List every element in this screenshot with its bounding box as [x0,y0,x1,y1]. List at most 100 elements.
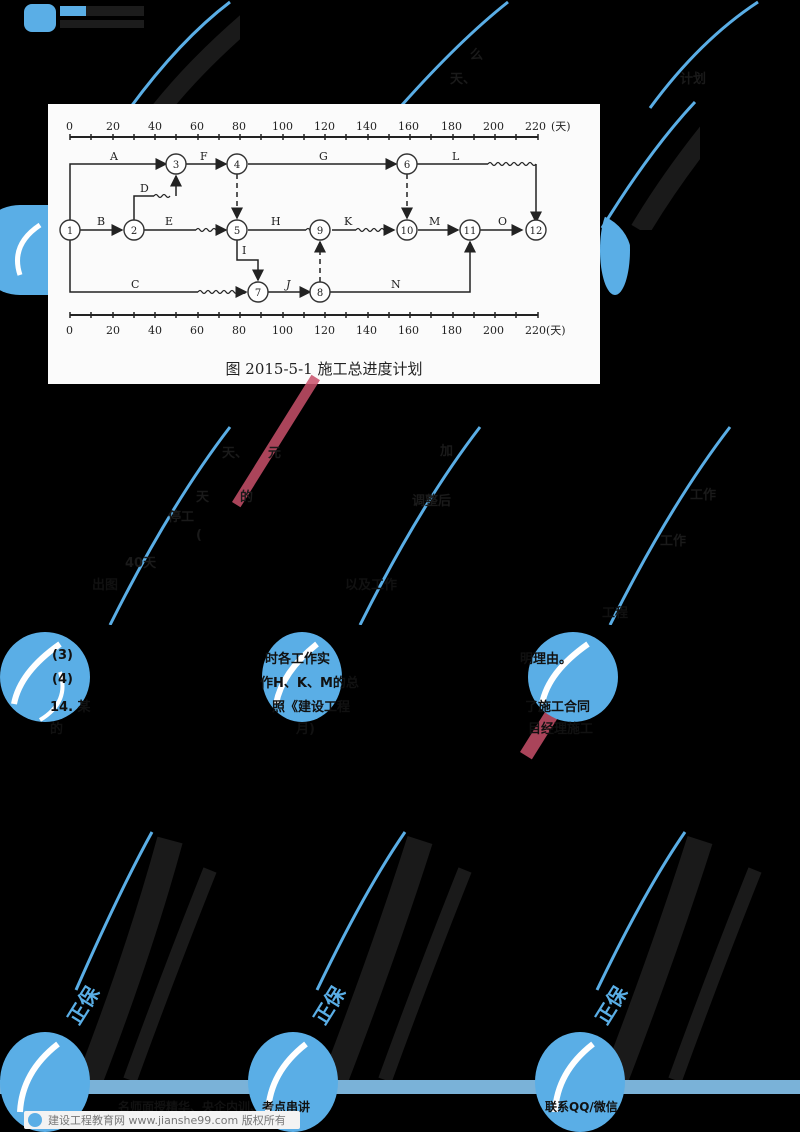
watermark-logo-icon [262,632,342,722]
svg-text:G: G [319,150,328,163]
question-3-end: 明理由。 [520,652,573,667]
svg-text:O: O [498,215,507,228]
svg-text:3: 3 [173,160,179,171]
watermark-arc-icon [128,0,240,110]
footer-brand: 建设工程教育网 www.jianshe99.com 版权所有 [24,1111,300,1129]
svg-text:40: 40 [148,120,162,133]
svg-text:80: 80 [232,120,246,133]
svg-text:200: 200 [483,120,504,133]
question-3-text: 时各工作实 [265,652,331,667]
svg-text:6: 6 [404,160,410,171]
text-fragment: 工作 [690,488,717,503]
svg-text:40: 40 [148,324,162,337]
watermark-arc-icon [74,831,217,1085]
text-fragment: 以及工作 [345,578,398,593]
watermark-logo-icon [600,205,630,295]
svg-text:120: 120 [314,120,335,133]
svg-text:10: 10 [401,226,414,237]
svg-text:140: 140 [356,324,377,337]
text-fragment: 出图 [92,578,119,593]
svg-text:20: 20 [106,120,120,133]
svg-text:120: 120 [314,324,335,337]
text-fragment: 40天 [125,556,157,571]
svg-text:B: B [97,215,105,228]
svg-text:8: 8 [317,288,323,299]
brand-name-accent [60,6,86,16]
svg-text:H: H [271,215,281,228]
svg-text:220(天): 220(天) [525,324,566,337]
brand-logo-icon [28,1113,42,1127]
question-14-line2-end: 目经理施工 [528,722,594,737]
text-fragment: 加 [440,444,454,459]
question-14-end: 了施工合同 [525,700,591,715]
question-14-line2-mid: 月) [296,722,315,737]
watermark-arc-icon [595,831,762,1085]
svg-text:9: 9 [317,226,323,237]
footer-promo-right: 联系QQ/微信 [545,1100,618,1114]
watermark-logo-icon [535,1032,625,1132]
svg-text:1: 1 [67,226,73,237]
text-fragment: 工作 [660,534,687,549]
watermark-arc-icon [648,0,759,109]
network-diagram-figure: 0 20 40 60 80 100 120 140 160 180 200 220 (天) [48,104,600,384]
svg-text:0: 0 [66,324,73,337]
watermark-arc-icon [400,0,509,106]
text-fragment: 元 [268,446,282,461]
svg-text:E: E [165,215,173,228]
question-4-label: (4) [52,672,73,687]
footer-blue-band [0,1080,800,1094]
watermark-arc-icon [600,100,700,230]
svg-text:L: L [452,150,460,163]
watermark-logo-icon [528,632,618,722]
text-fragment: 天 [196,490,210,505]
svg-text:A: A [109,150,119,163]
question-14-label: 14. 某 [50,700,91,715]
svg-text:F: F [200,150,208,163]
text-fragment: 么 [470,48,484,63]
text-fragment: 工程 [602,606,629,621]
watermark-logo-icon [0,632,90,722]
question-3-label: (3) [52,648,73,663]
question-14-line2: 的 [50,722,64,737]
svg-text:180: 180 [441,120,462,133]
svg-text:0: 0 [66,120,73,133]
watermark-arc-icon [358,426,482,625]
svg-text:180: 180 [441,324,462,337]
footer-promo-left: 名师面授精华、央企内训、考点串讲 [118,1100,311,1114]
svg-text:C: C [131,278,139,291]
watermark-arc-icon [108,426,232,625]
svg-text:100: 100 [272,120,293,133]
svg-text:D: D [140,182,149,195]
svg-text:80: 80 [232,324,246,337]
svg-text:20: 20 [106,324,120,337]
svg-text:100: 100 [272,324,293,337]
svg-text:I: I [242,244,246,257]
text-fragment: 天、 [222,446,249,461]
svg-text:12: 12 [530,226,543,237]
figure-caption: 图 2015-5-1 施工总进度计划 [225,360,423,378]
watermark-logo-icon [0,205,48,295]
text-fragment: 调整后 [412,494,452,509]
question-4-text: 作H、K、M的总 [260,676,359,691]
text-fragment: 计划 [680,72,707,87]
svg-text:N: N [391,278,401,291]
svg-text:M: M [429,215,440,228]
svg-text:J: J [284,278,291,291]
text-fragment: 停工 [168,510,195,525]
text-fragment: ( [196,528,202,543]
svg-text:140: 140 [356,120,377,133]
svg-text:4: 4 [234,160,240,171]
footer-brand-text: 建设工程教育网 www.jianshe99.com 版权所有 [48,1114,286,1127]
svg-text:160: 160 [398,324,419,337]
brand-logo-icon [24,4,56,32]
svg-text:160: 160 [398,120,419,133]
svg-text:7: 7 [255,288,261,299]
svg-text:11: 11 [464,226,477,237]
text-fragment: 的 [240,490,254,505]
svg-text:2: 2 [131,226,137,237]
svg-text:5: 5 [234,226,240,237]
brand-subtitle-bar [60,20,144,28]
brand-name-bar [60,6,144,16]
svg-text:60: 60 [190,324,204,337]
double-code-network-diagram: 0 20 40 60 80 100 120 140 160 180 200 220 (天) [59,120,571,337]
